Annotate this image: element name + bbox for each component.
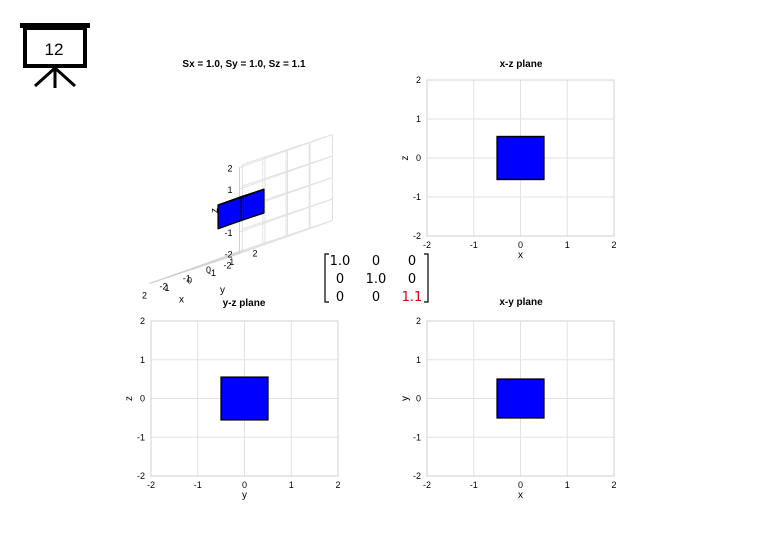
y-tick-label: -1 <box>413 192 421 202</box>
y-tick-label: 1 <box>416 355 421 365</box>
z-tick-label: 2 <box>227 164 232 174</box>
y-tick-label: 2 <box>253 249 258 259</box>
plot-xz-title: x-z plane <box>500 59 543 70</box>
x-tick-label: 1 <box>289 480 294 490</box>
floor-grid-line <box>242 220 333 251</box>
x-axis-label: x <box>179 295 184 306</box>
y-tick-label: -2 <box>160 282 168 292</box>
cube-top-face <box>217 188 265 206</box>
matrix-right-bracket <box>424 253 429 303</box>
y-tick-label: 1 <box>229 257 234 267</box>
y-axis-label: y <box>220 285 225 296</box>
x-tick-label: -2 <box>423 240 431 250</box>
z-axis-label: z <box>210 208 221 213</box>
plot-frame <box>426 79 615 237</box>
y-tick-label: 0 <box>416 394 421 404</box>
scaling-matrix: 1.0 0 0 0 1.0 0 0 0 1.1 <box>324 253 429 305</box>
plot-xy-plane: x-y plane -2 -1 0 1 2 2 1 0 -1 -2 x y <box>400 297 617 501</box>
plot-3d-view: Sx = 1.0, Sy = 1.0, Sz = 1.1 -1012-2-2-1… <box>142 59 333 306</box>
x-tick-label: 0 <box>187 276 192 286</box>
cube-projection <box>220 376 269 421</box>
y-axis-label: z <box>400 156 411 161</box>
y-tick-label: -1 <box>183 273 191 283</box>
matrix-cell: 1.1 <box>402 290 423 305</box>
presentation-board-icon <box>20 23 90 88</box>
matrix-cell: 1.0 <box>366 272 387 287</box>
matrix-cell: 0 <box>372 290 380 305</box>
y-tick-label: -1 <box>137 432 145 442</box>
y-tick-label: -2 <box>413 471 421 481</box>
x-tick-label: 1 <box>565 480 570 490</box>
y-tick-label: 1 <box>416 114 421 124</box>
x-tick-label: 2 <box>335 480 340 490</box>
plot-3d-title: Sx = 1.0, Sy = 1.0, Sz = 1.1 <box>182 59 306 70</box>
plot-xy-title: x-y plane <box>499 297 543 308</box>
matrix-left-bracket <box>324 253 329 303</box>
x-tick-label: -2 <box>223 261 231 271</box>
side-wall-grid-line <box>242 134 333 165</box>
y-tick-label: 1 <box>140 355 145 365</box>
x-axis-label: y <box>242 490 247 501</box>
x-tick-label: -2 <box>423 480 431 490</box>
x-tick-label: -1 <box>470 240 478 250</box>
x-tick-label: -1 <box>208 268 216 278</box>
plot-yz-title: y-z plane <box>223 298 266 309</box>
z-tick-label: -1 <box>224 228 232 238</box>
x-tick-label: 1 <box>565 240 570 250</box>
matrix-cell: 1.0 <box>330 254 351 269</box>
matrix-cell: 0 <box>408 272 416 287</box>
y-axis-label: y <box>400 396 411 401</box>
x-tick-label: 0 <box>518 240 523 250</box>
cube-projection <box>496 378 545 419</box>
plot-frame <box>426 320 615 477</box>
y-tick-label: 0 <box>206 265 211 275</box>
y-tick-label: 2 <box>140 316 145 326</box>
x-tick-label: -1 <box>194 480 202 490</box>
matrix-cell: 0 <box>408 254 416 269</box>
y-tick-label: 2 <box>416 316 421 326</box>
y-tick-label: 0 <box>140 394 145 404</box>
cube-projection <box>496 135 545 181</box>
y-tick-label: 2 <box>416 75 421 85</box>
y-tick-label: -1 <box>413 432 421 442</box>
side-wall-grid-line <box>242 155 333 187</box>
plot-xz-plane: x-z plane -2 -1 0 1 2 2 1 0 -1 -2 x z <box>400 59 617 261</box>
plot-frame <box>150 320 339 477</box>
matrix-cell: 0 <box>336 272 344 287</box>
x-axis-line <box>149 253 240 284</box>
x-tick-label: 0 <box>242 480 247 490</box>
x-tick-label: 0 <box>518 480 523 490</box>
matrix-cell: 0 <box>336 290 344 305</box>
plot-yz-plane: y-z plane -2 -1 0 1 2 2 1 0 -1 -2 y z <box>124 298 341 501</box>
x-tick-label: -2 <box>147 480 155 490</box>
x-tick-label: 1 <box>164 283 169 293</box>
x-tick-label: 2 <box>142 291 147 301</box>
x-axis-label: x <box>518 490 523 501</box>
y-axis-label: z <box>124 396 135 401</box>
y-tick-label: 0 <box>416 153 421 163</box>
y-tick-label: -2 <box>413 231 421 241</box>
matrix-cell: 0 <box>372 254 380 269</box>
z-tick-label: -2 <box>224 250 232 260</box>
x-tick-label: -1 <box>470 480 478 490</box>
y-tick-label: -2 <box>137 471 145 481</box>
x-tick-label: 2 <box>611 240 616 250</box>
x-tick-label: 2 <box>611 480 616 490</box>
x-axis-label: x <box>518 250 523 261</box>
slide-number: 12 <box>45 40 64 59</box>
z-tick-label: 1 <box>227 185 232 195</box>
